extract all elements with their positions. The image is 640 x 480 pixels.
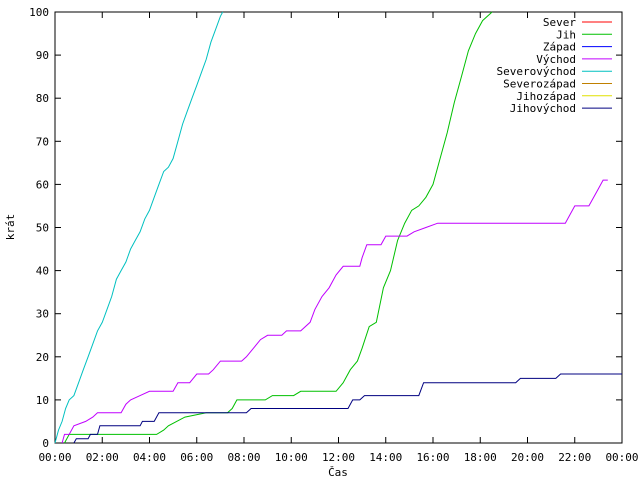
x-tick-label: 06:00 (180, 451, 213, 464)
x-tick-label: 18:00 (464, 451, 497, 464)
x-tick-label: 16:00 (416, 451, 449, 464)
y-tick-label: 90 (36, 49, 49, 62)
y-tick-label: 60 (36, 178, 49, 191)
y-tick-label: 50 (36, 222, 49, 235)
legend-label: Jihovýchod (510, 102, 576, 115)
y-tick-label: 10 (36, 394, 49, 407)
y-tick-label: 70 (36, 135, 49, 148)
y-tick-label: 40 (36, 265, 49, 278)
y-tick-label: 0 (42, 437, 49, 450)
x-tick-label: 22:00 (558, 451, 591, 464)
legend: SeverJihZápadVýchodSeverovýchodSeverozáp… (497, 16, 612, 115)
axes: 00:00 02:00 04:00 06:00 08:00 10:00 12:00 14:00… (29, 6, 638, 464)
y-tick-label: 30 (36, 308, 49, 321)
legend-label: Severovýchod (497, 65, 576, 78)
x-tick-label: 20:00 (511, 451, 544, 464)
legend-label: Západ (543, 41, 576, 54)
y-tick-label: 20 (36, 351, 49, 364)
y-tick-label: 80 (36, 92, 49, 105)
series-line-1 (64, 11, 493, 444)
series-lines (54, 11, 622, 444)
legend-label: Sever (543, 16, 576, 29)
x-tick-label: 00:00 (605, 451, 638, 464)
y-tick-label: 100 (29, 6, 49, 19)
series-line-3 (61, 179, 608, 444)
y-axis-title: krát (4, 214, 17, 241)
x-tick-label: 04:00 (133, 451, 166, 464)
series-line-7 (73, 373, 622, 444)
x-tick-label: 02:00 (86, 451, 119, 464)
legend-label: Severozápad (503, 78, 576, 91)
x-tick-label: 00:00 (38, 451, 71, 464)
x-axis-title: Čas (328, 466, 348, 479)
series-line-4 (54, 11, 224, 444)
x-tick-label: 12:00 (322, 451, 355, 464)
legend-label: Jihozápad (516, 90, 576, 103)
x-tick-label: 14:00 (369, 451, 402, 464)
legend-label: Východ (536, 53, 576, 66)
x-tick-label: 08:00 (227, 451, 260, 464)
x-tick-label: 10:00 (275, 451, 308, 464)
legend-label: Jih (556, 28, 576, 41)
